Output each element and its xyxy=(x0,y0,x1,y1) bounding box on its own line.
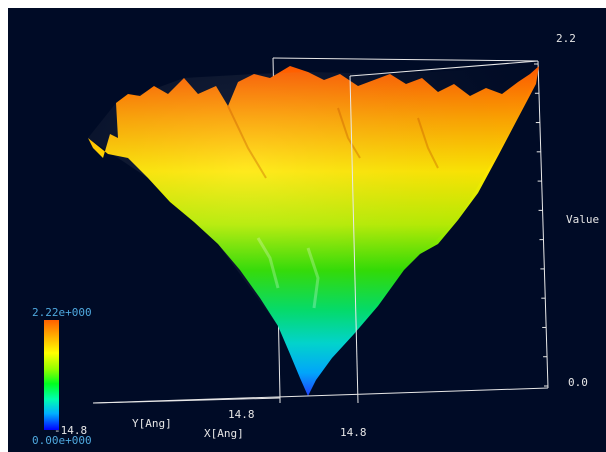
colorbar xyxy=(44,320,59,430)
value-axis-min-label: 0.0 xyxy=(568,376,588,389)
value-axis-label: Value xyxy=(566,213,600,226)
plot-viewport[interactable]: 2.2 Value 0.0 2.22e+000 0.00e+000 -14.8 … xyxy=(8,8,606,452)
surface-plot xyxy=(44,57,549,430)
value-axis-ticks xyxy=(534,63,548,387)
bounding-box-front xyxy=(92,60,549,404)
y-axis-min-label: -14.8 xyxy=(54,424,88,437)
colorbar-max-label: 2.22e+000 xyxy=(32,306,92,319)
surface-folds xyxy=(227,105,439,179)
y-axis-label: Y[Ang] xyxy=(132,417,172,430)
x-axis-max-label: 14.8 xyxy=(340,426,367,439)
colorbar-min-label: 0.00e+000 xyxy=(32,434,92,447)
y-axis-max-label: 14.8 xyxy=(228,408,255,421)
x-axis-label: X[Ang] xyxy=(204,427,244,440)
value-axis-max-label: 2.2 xyxy=(556,32,576,45)
